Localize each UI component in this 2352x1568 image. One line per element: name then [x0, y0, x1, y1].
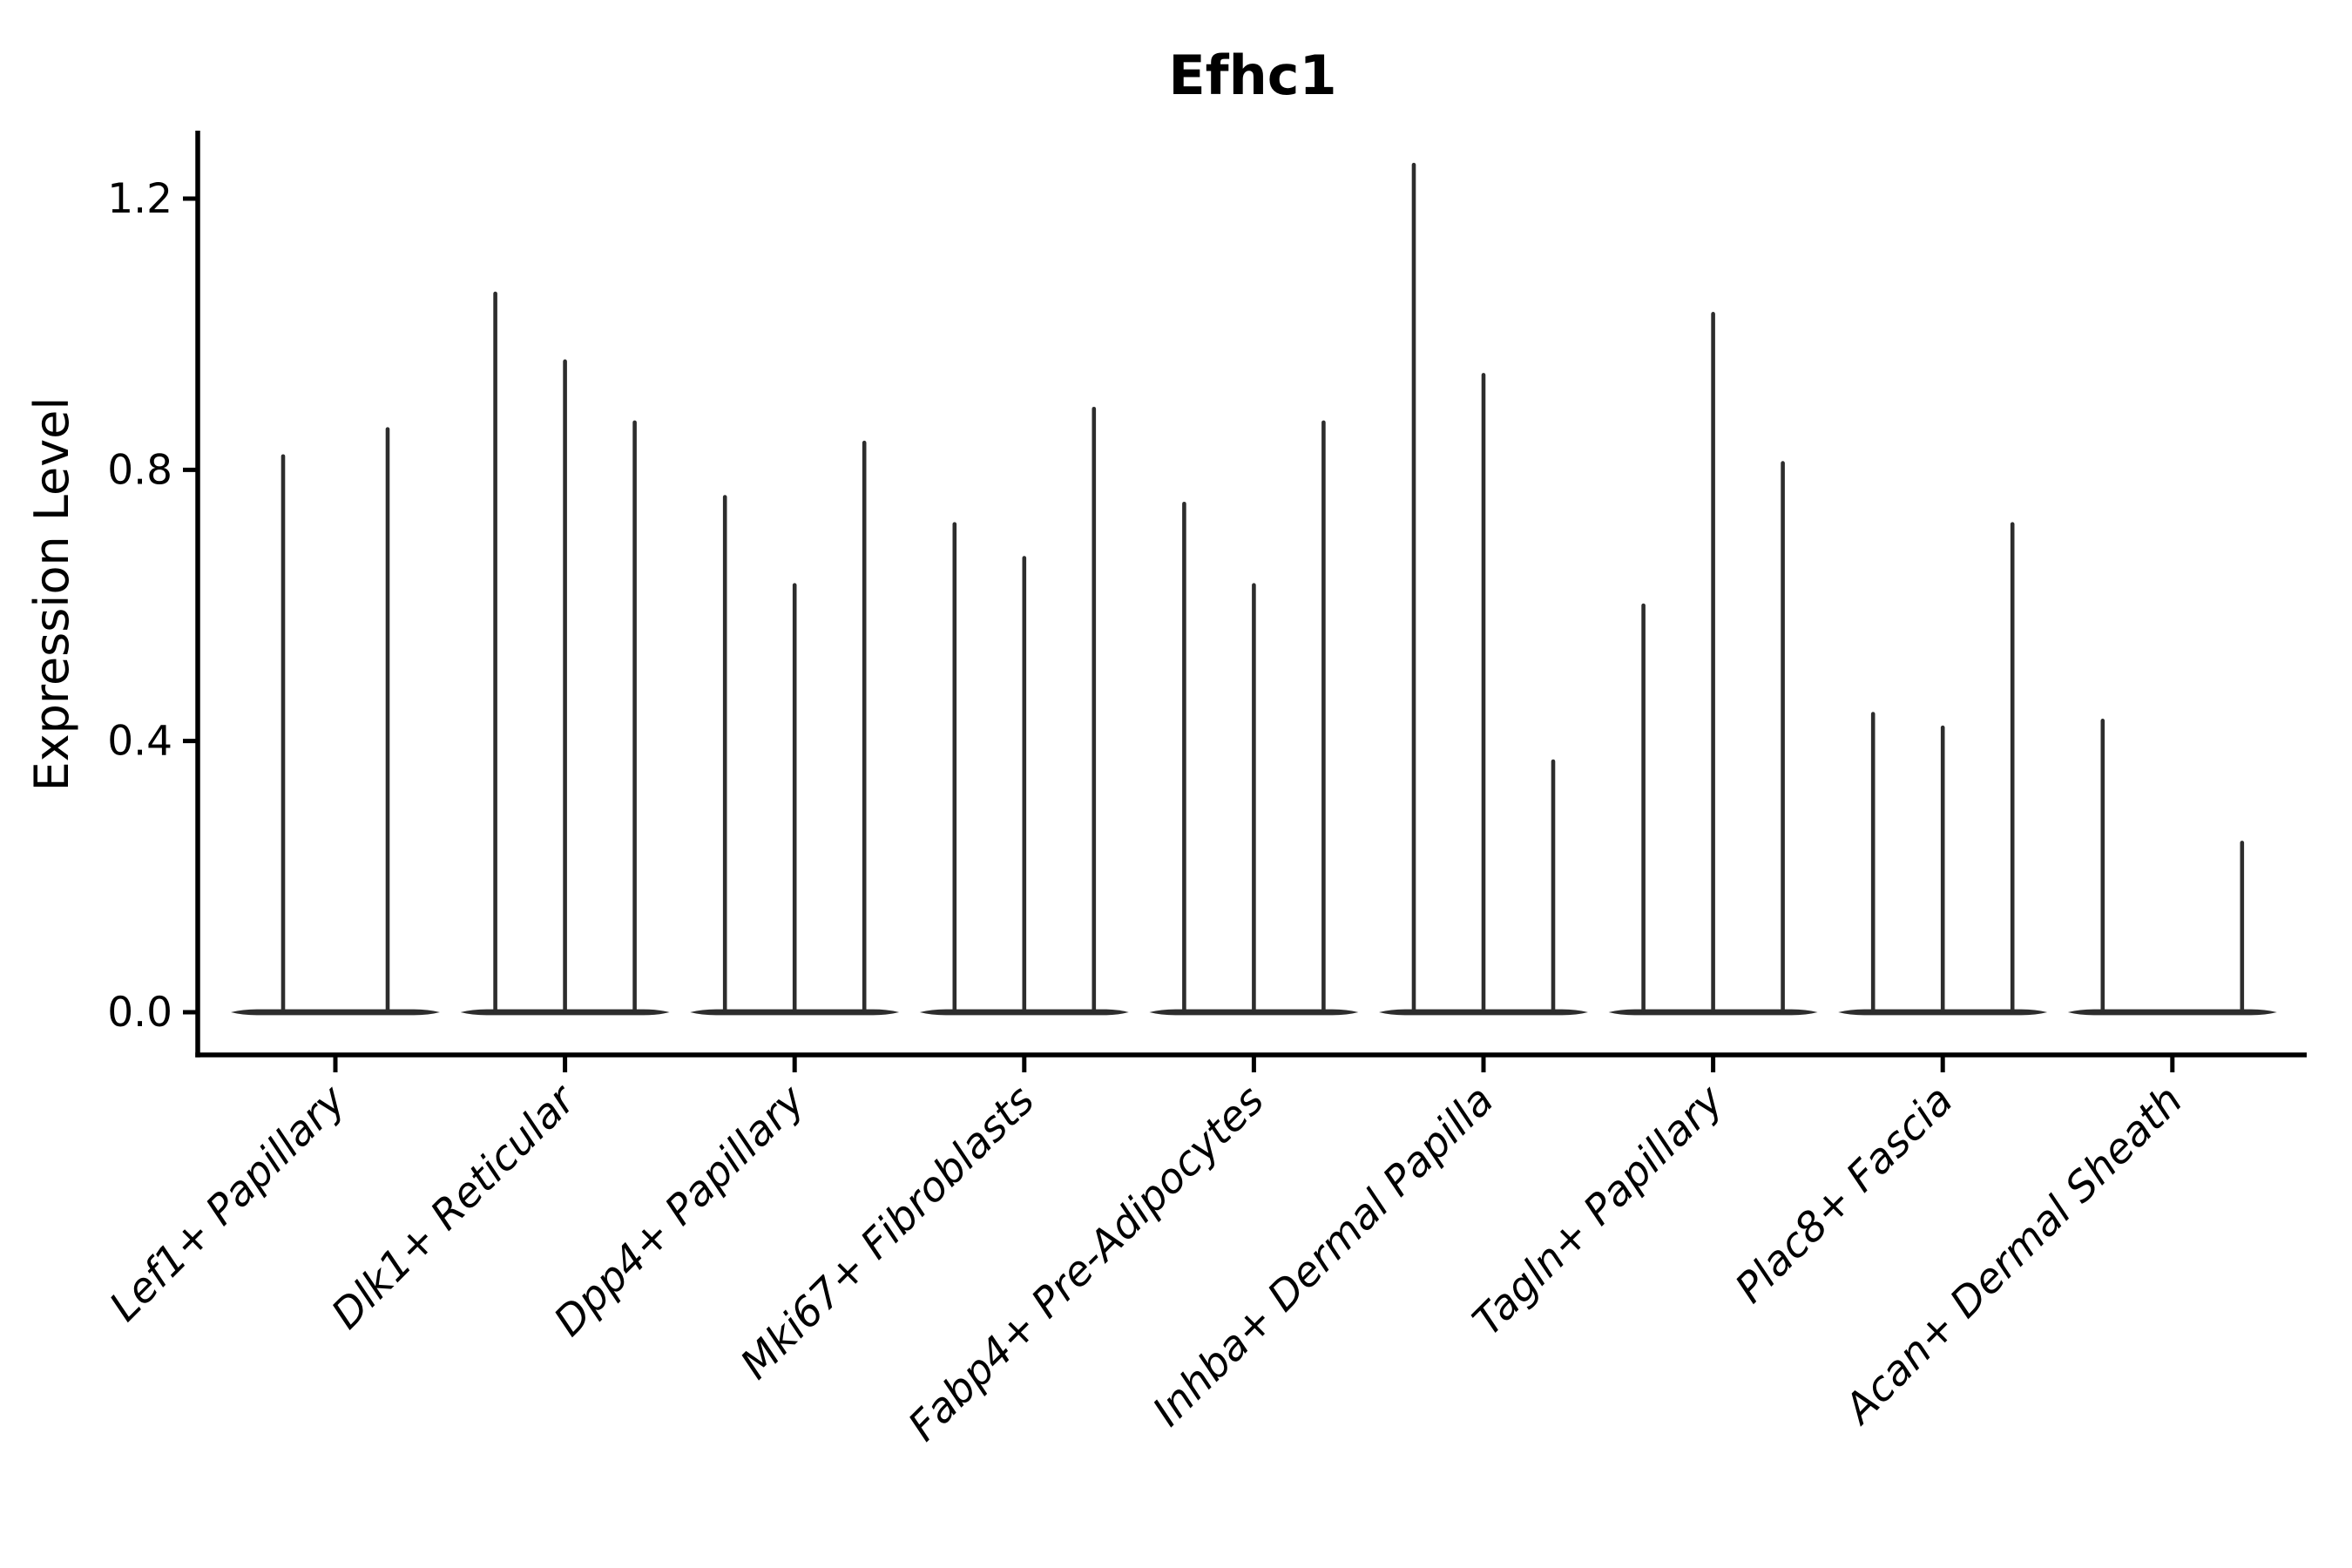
y-tick-label: 0.8 — [107, 446, 172, 494]
chart-title: Efhc1 — [1168, 44, 1336, 107]
x-tick-label: Dpp4+ Papillary — [545, 1076, 815, 1346]
x-tick-label: Plac8+ Fascia — [1727, 1077, 1963, 1313]
y-tick-label: 0.0 — [107, 989, 172, 1037]
y-tick-label: 0.4 — [107, 718, 172, 766]
y-axis-label: Expression Level — [24, 397, 79, 792]
violin-layer — [231, 162, 2277, 1016]
x-tick-label: Dlk1+ Reticular — [322, 1075, 586, 1339]
x-tick-label: Lef1+ Papillary — [100, 1076, 355, 1331]
x-tick-label: Tagln+ Papillary — [1463, 1076, 1734, 1346]
violin-base — [231, 1009, 440, 1016]
y-tick-label: 1.2 — [107, 175, 172, 223]
violin-base — [2067, 1009, 2277, 1016]
